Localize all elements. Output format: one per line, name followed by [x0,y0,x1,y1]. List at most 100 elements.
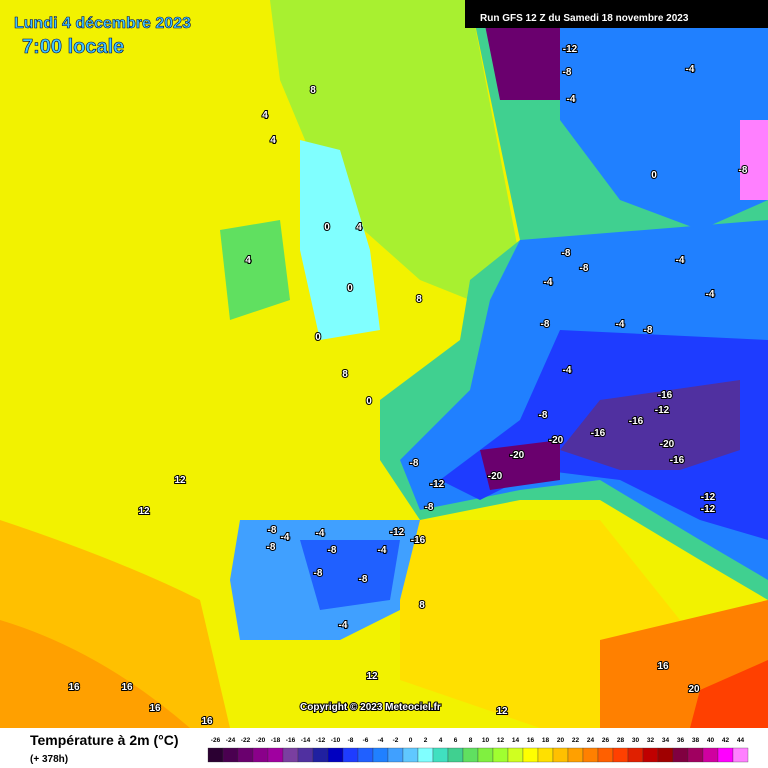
legend-tick: 14 [512,737,520,744]
contour-label: -8 [267,542,276,553]
ireland [220,220,290,320]
contour-label: 0 [315,332,321,343]
legend-tick: 40 [707,737,715,744]
contour-label: -4 [339,620,348,631]
legend-swatch [252,747,269,763]
contour-label: -4 [686,64,695,75]
contour-label: -8 [539,410,548,421]
contour-label: -12 [701,492,716,503]
legend-swatch [327,747,344,763]
contour-label: -4 [316,528,325,539]
contour-label: 0 [366,396,372,407]
legend-swatch [432,747,449,763]
legend-swatch [222,747,239,763]
contour-label: -12 [701,504,716,515]
contour-label: 8 [416,294,422,305]
contour-label: -12 [390,527,405,538]
very-cold-zone [480,440,560,490]
legend-swatch [357,747,374,763]
legend-swatch [537,747,554,763]
legend-tick: 30 [632,737,640,744]
contour-label: 12 [138,506,150,517]
contour-label: 8 [419,600,425,611]
cool-zone [270,0,520,300]
legend-tick: -6 [363,737,369,744]
legend-swatch [207,747,224,763]
contour-label: -8 [541,319,550,330]
legend-swatch [507,747,524,763]
legend-tick: 4 [439,737,443,744]
legend-swatch [687,747,704,763]
legend-swatch [522,747,539,763]
legend-swatch [402,747,419,763]
legend-swatch [627,747,644,763]
contour-label: 16 [121,682,133,693]
contour-label: 12 [496,706,508,717]
legend-tick: 8 [469,737,473,744]
contour-label: -8 [410,458,419,469]
legend-swatch [417,747,434,763]
contour-label: 16 [68,682,80,693]
legend-swatch [237,747,254,763]
legend-tick: 26 [602,737,610,744]
contour-label: -12 [655,405,670,416]
contour-label: 8 [342,369,348,380]
run-info: Run GFS 12 Z du Samedi 18 novembre 2023 [480,13,689,24]
legend-swatch [297,747,314,763]
contour-label: 4 [270,135,276,146]
legend-tick: 12 [497,737,505,744]
contour-label: -4 [563,365,572,376]
cold-zone [560,0,768,230]
legend-tick: 0 [409,737,413,744]
legend-tick: -24 [226,737,236,744]
contour-label: -8 [739,165,748,176]
legend-tick: 36 [677,737,685,744]
contour-label: -4 [378,545,387,556]
legend-swatch [597,747,614,763]
legend-tick: -12 [316,737,326,744]
legend-tick: -10 [331,737,341,744]
contour-label: -4 [567,94,576,105]
legend-swatch [267,747,284,763]
legend-swatch [492,747,509,763]
legend-tick: -2 [393,737,399,744]
contour-label: -8 [359,574,368,585]
run-box [465,0,768,28]
legend-tick: 44 [737,737,745,744]
legend-swatch [702,747,719,763]
contour-label: -12 [563,44,578,55]
contour-label: -8 [314,568,323,579]
britain [300,140,380,340]
contour-label: -8 [425,502,434,513]
legend-swatch [642,747,659,763]
legend-swatch [282,747,299,763]
legend-title: Température à 2m (°C) [30,732,179,748]
contour-label: -8 [563,67,572,78]
contour-label: -4 [676,255,685,266]
legend-swatch [582,747,599,763]
contour-label: 0 [651,170,657,181]
legend-tick: 28 [617,737,625,744]
contour-label: 12 [174,475,186,486]
warm-zone [0,620,190,728]
contour-label: 20 [688,684,700,695]
contour-label: -4 [706,289,715,300]
legend-tick: -20 [256,737,266,744]
legend-tick: -26 [211,737,221,744]
contour-label: -4 [544,277,553,288]
legend-tick: 32 [647,737,655,744]
legend-tick: 20 [557,737,565,744]
legend-swatch [552,747,569,763]
contour-label: -16 [670,455,685,466]
legend-tick: -22 [241,737,251,744]
contour-label: -16 [629,416,644,427]
legend-tick: 24 [587,737,595,744]
legend-swatch [477,747,494,763]
warm-zone [740,120,768,200]
legend-swatch [342,747,359,763]
contour-label: 16 [657,661,669,672]
legend-tick: 38 [692,737,700,744]
contour-label: 12 [366,671,378,682]
contour-label: -8 [562,248,571,259]
